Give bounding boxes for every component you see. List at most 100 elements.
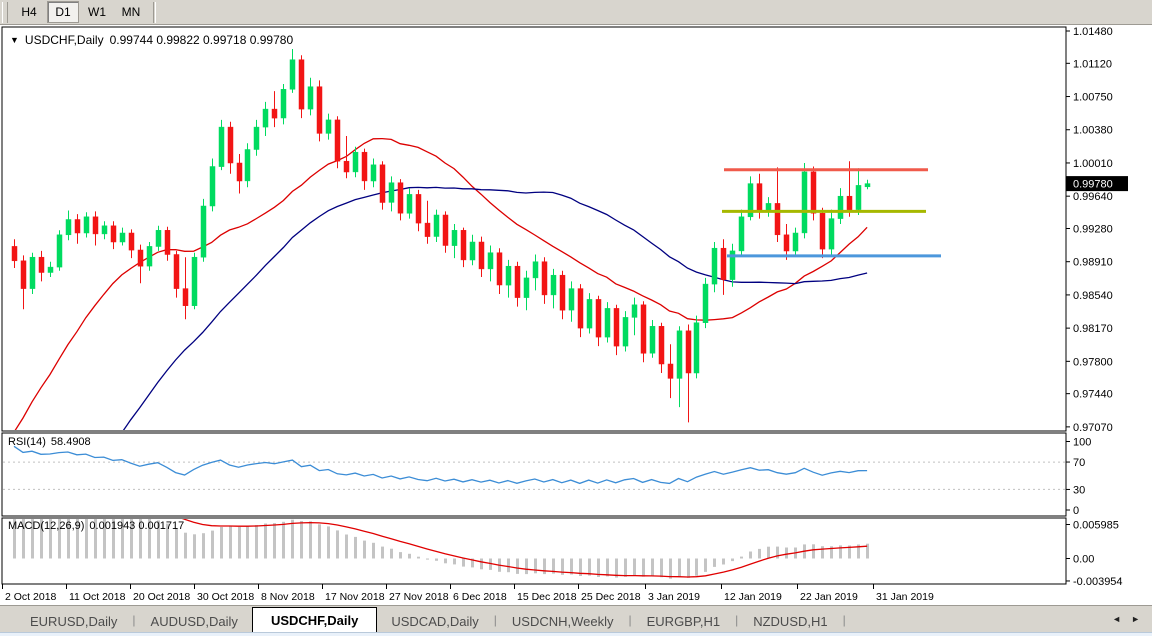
tab-separator: | xyxy=(842,613,846,627)
svg-text:0.99280: 0.99280 xyxy=(1073,223,1113,235)
current-price-tag: 0.99780 xyxy=(1066,176,1128,192)
bear-candle xyxy=(182,288,189,306)
bull-candle xyxy=(200,205,207,258)
svg-text:2 Oct 2018: 2 Oct 2018 xyxy=(5,591,57,603)
svg-text:1.01120: 1.01120 xyxy=(1073,58,1112,70)
bull-candle xyxy=(505,265,512,286)
svg-text:22 Jan 2019: 22 Jan 2019 xyxy=(800,591,858,603)
bull-candle xyxy=(370,164,377,182)
svg-text:0.98910: 0.98910 xyxy=(1073,257,1113,269)
svg-text:27 Nov 2018: 27 Nov 2018 xyxy=(389,591,449,603)
bull-candle xyxy=(586,299,593,329)
bear-candle xyxy=(173,254,180,289)
bear-candle xyxy=(640,304,647,354)
svg-text:6 Dec 2018: 6 Dec 2018 xyxy=(453,591,507,603)
svg-text:12 Jan 2019: 12 Jan 2019 xyxy=(724,591,782,603)
bear-candle xyxy=(667,363,674,379)
svg-text:3 Jan 2019: 3 Jan 2019 xyxy=(648,591,700,603)
chart-tab-audusd-daily[interactable]: AUDUSD,Daily xyxy=(150,613,238,629)
bear-candle xyxy=(720,247,727,280)
rsi-indicator-name: RSI(14) xyxy=(8,436,46,448)
symbol-dropdown-icon[interactable]: ▼ xyxy=(10,35,19,45)
bear-candle xyxy=(74,219,81,234)
bear-candle xyxy=(236,162,243,182)
bear-candle xyxy=(774,203,781,236)
bull-candle xyxy=(244,149,251,182)
rsi-panel[interactable] xyxy=(1,432,1067,517)
bear-candle xyxy=(460,230,467,261)
bull-candle xyxy=(280,89,287,119)
chart-tab-usdcnh-weekly[interactable]: USDCNH,Weekly xyxy=(511,613,614,629)
bull-candle xyxy=(119,232,126,243)
chart-tab-nzdusd-h1[interactable]: NZDUSD,H1 xyxy=(753,613,828,629)
bull-candle xyxy=(568,288,575,311)
bear-candle xyxy=(38,256,45,273)
bull-candle xyxy=(864,183,871,188)
tab-separator: | xyxy=(735,613,739,627)
svg-text:0.98540: 0.98540 xyxy=(1073,290,1113,302)
bear-candle xyxy=(379,164,386,203)
bear-candle xyxy=(783,234,790,252)
svg-text:0.97800: 0.97800 xyxy=(1073,356,1113,368)
time-axis: 2 Oct 2018 11 Oct 2018 20 Oct 2018 30 Oct 2… xyxy=(2,584,934,603)
bull-candle xyxy=(765,203,772,211)
bear-candle xyxy=(846,195,853,210)
main-chart-content xyxy=(11,49,941,430)
bull-candle xyxy=(47,266,54,273)
timeframe-button-mn[interactable]: MN xyxy=(115,1,147,23)
macd-histogram xyxy=(13,519,869,579)
toolbar-separator xyxy=(153,1,156,23)
tab-scroll-left-icon[interactable]: ◄ xyxy=(1112,614,1122,624)
bear-candle xyxy=(810,171,817,214)
rsi-line xyxy=(13,445,868,485)
rsi-axis: 100 70 30 0 xyxy=(1066,437,1091,517)
bull-candle xyxy=(433,214,440,237)
bull-candle xyxy=(325,119,332,134)
bear-candle xyxy=(316,86,323,134)
timeframe-button-d1[interactable]: D1 xyxy=(47,1,79,23)
price-axis: 1.01480 1.01120 1.00750 1.00380 1.00010 0.996… xyxy=(1066,26,1128,434)
main-chart-panel[interactable] xyxy=(1,26,1067,432)
rsi-label: RSI(14) 58.4908 xyxy=(8,436,91,448)
chart-tab-usdcad-daily[interactable]: USDCAD,Daily xyxy=(391,613,479,629)
bull-candle xyxy=(209,166,216,207)
chart-area[interactable]: 1.01480 1.01120 1.00750 1.00380 1.00010 0.996… xyxy=(0,25,1152,605)
svg-text:1.01480: 1.01480 xyxy=(1073,26,1113,38)
svg-text:17 Nov 2018: 17 Nov 2018 xyxy=(325,591,385,603)
chart-canvas[interactable]: 1.01480 1.01120 1.00750 1.00380 1.00010 0.996… xyxy=(0,25,1152,605)
svg-text:11 Oct 2018: 11 Oct 2018 xyxy=(69,591,126,603)
symbol-name: USDCHF,Daily xyxy=(24,33,104,47)
bull-candle xyxy=(262,108,269,128)
bull-candle xyxy=(65,219,72,236)
bull-candle xyxy=(218,126,225,167)
bear-candle xyxy=(164,230,171,255)
svg-text:0: 0 xyxy=(1073,505,1079,517)
bear-candle xyxy=(613,308,620,347)
tab-scroll-right-icon[interactable]: ► xyxy=(1131,614,1140,624)
chart-tab-usdchf-daily[interactable]: USDCHF,Daily xyxy=(251,607,378,632)
timeframe-toolbar: H4 D1 W1 MN xyxy=(0,0,1152,25)
bottom-status-strip xyxy=(0,632,1152,636)
bull-candle xyxy=(738,216,745,252)
chart-tab-eurusd-daily[interactable]: EURUSD,Daily xyxy=(30,613,118,629)
svg-text:0.98170: 0.98170 xyxy=(1073,323,1113,335)
bull-candle xyxy=(828,218,835,250)
chart-tab-eurgbp-h1[interactable]: EURGBP,H1 xyxy=(646,613,721,629)
bull-candle xyxy=(352,151,359,173)
timeframe-button-h4[interactable]: H4 xyxy=(13,1,45,23)
toolbar-grip[interactable] xyxy=(2,1,8,23)
macd-label: MACD(12,26,9) 0.001943 0.001717 xyxy=(8,520,184,532)
bear-candle xyxy=(20,260,27,289)
bull-candle xyxy=(649,326,656,354)
svg-text:1.00380: 1.00380 xyxy=(1073,125,1113,137)
bull-candle xyxy=(532,261,539,279)
bull-candle xyxy=(487,252,494,270)
bear-candle xyxy=(343,160,350,173)
svg-text:0.005985: 0.005985 xyxy=(1073,519,1119,531)
bear-candle xyxy=(819,212,826,250)
bull-candle xyxy=(837,195,844,219)
timeframe-button-w1[interactable]: W1 xyxy=(81,1,113,23)
svg-text:8 Nov 2018: 8 Nov 2018 xyxy=(261,591,315,603)
bear-candle xyxy=(685,330,692,374)
